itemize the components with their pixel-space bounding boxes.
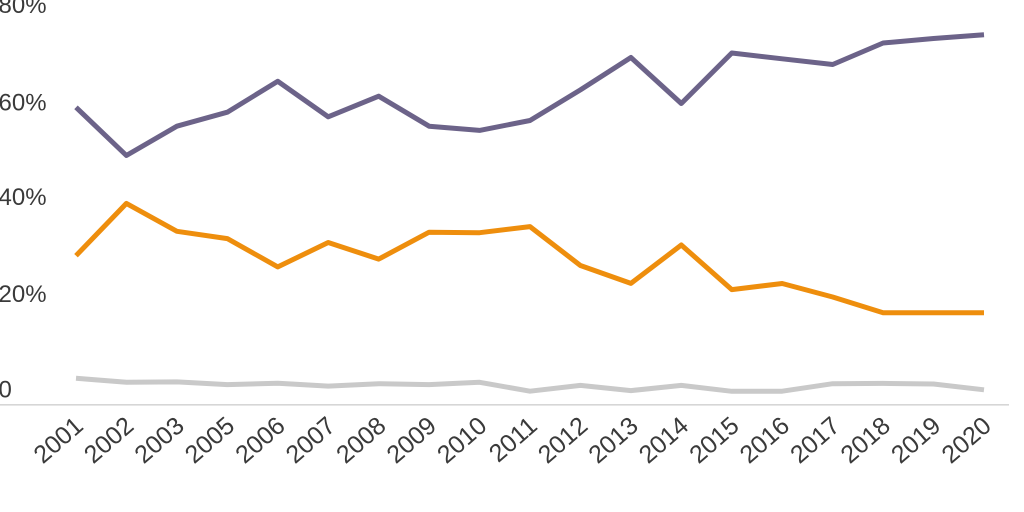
svg-text:20%: 20% bbox=[0, 281, 47, 308]
svg-text:60%: 60% bbox=[0, 90, 47, 117]
svg-text:40%: 40% bbox=[0, 184, 47, 211]
svg-text:80%: 80% bbox=[0, 0, 47, 19]
svg-text:0: 0 bbox=[0, 377, 12, 404]
